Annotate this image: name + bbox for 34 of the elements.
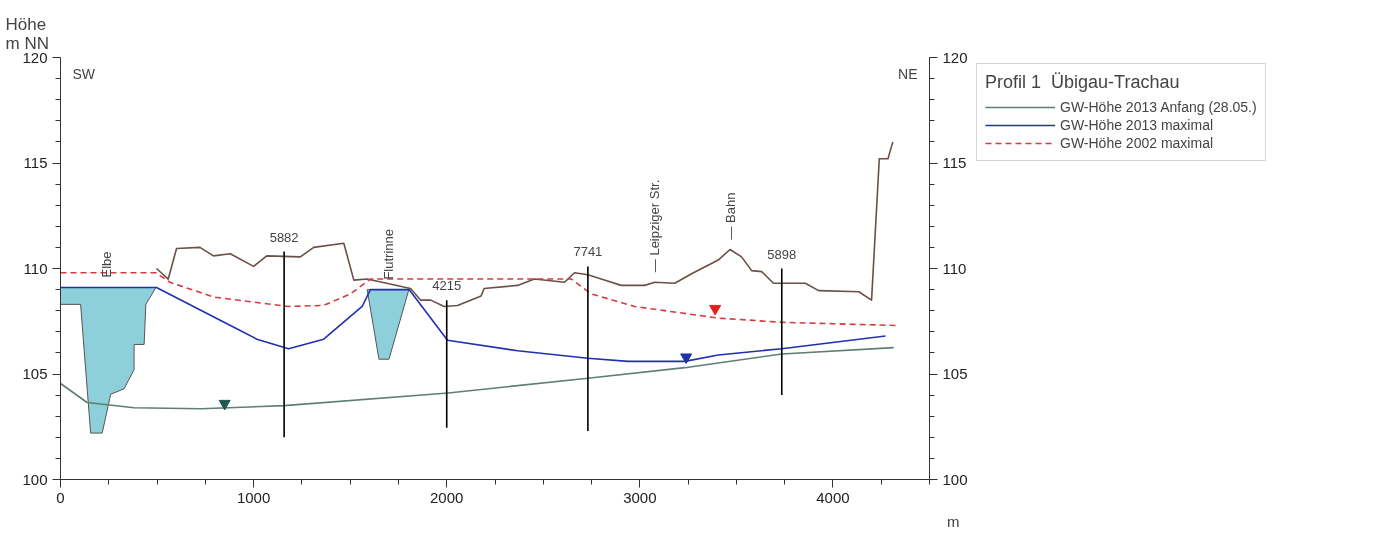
annotation: — Bahn xyxy=(722,192,738,240)
legend-label: GW-Höhe 2013 Anfang (28.05.) xyxy=(1060,98,1257,116)
y2-tick-label: 105 xyxy=(942,365,968,382)
x-tick-label: 2000 xyxy=(430,488,464,506)
annotation: 5898 xyxy=(767,246,797,262)
y-tick-label: 100 xyxy=(22,470,48,488)
annotation: 4215 xyxy=(432,278,462,294)
annotation: 5882 xyxy=(269,229,299,245)
x-axis-title: m xyxy=(947,512,960,530)
y2-tick-label: 115 xyxy=(942,154,967,171)
annotation: SW xyxy=(72,65,96,82)
point xyxy=(218,399,231,411)
point xyxy=(709,304,722,316)
y2-tick-label: 110 xyxy=(942,259,967,277)
x-tick-label: 3000 xyxy=(623,488,657,506)
line-series xyxy=(60,346,895,410)
y-tick-label: 105 xyxy=(22,365,48,382)
y2-tick-label: 120 xyxy=(942,48,968,66)
x-tick-label: 4000 xyxy=(816,488,850,506)
x-tick-label: 0 xyxy=(56,488,65,506)
legend-label: GW-Höhe 2002 maximal xyxy=(1060,134,1214,152)
annotation: — Leipziger Str. xyxy=(647,179,663,273)
x-tick-label: 1000 xyxy=(236,488,271,506)
annotation: Flutrinne xyxy=(380,229,396,280)
y-tick-label: 110 xyxy=(23,259,48,277)
line-series xyxy=(155,141,894,308)
annotation: Elbe xyxy=(99,251,115,278)
point xyxy=(680,353,693,364)
y-tick-label: 115 xyxy=(23,154,48,171)
legend-label: GW-Höhe 2013 maximal xyxy=(1060,116,1214,134)
legend-title: Profil 1 Übigau-Trachau xyxy=(985,72,1181,93)
y2-tick-label: 100 xyxy=(942,470,968,488)
annotation: 7741 xyxy=(573,244,603,260)
annotation: NE xyxy=(898,65,918,82)
